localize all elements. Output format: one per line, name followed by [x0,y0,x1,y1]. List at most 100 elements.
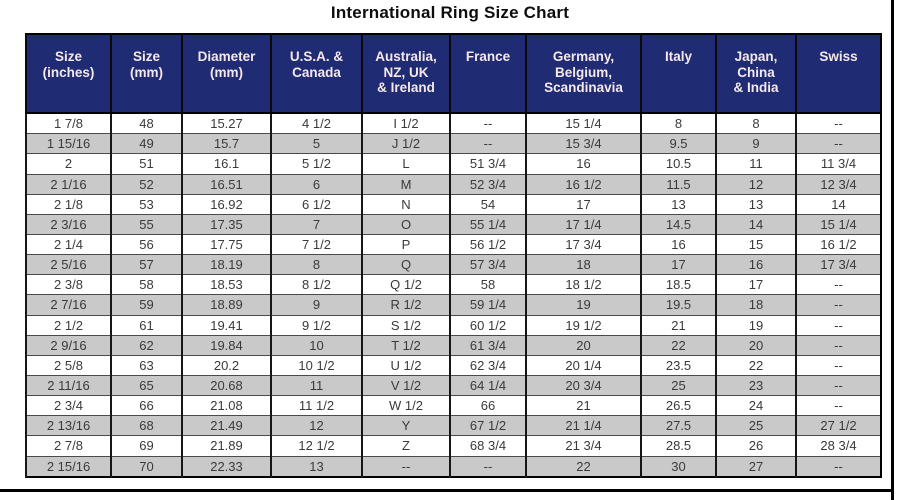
table-cell: 2 1/2 [25,314,111,336]
table-cell: 54 [449,193,526,215]
table-cell: 20 [715,334,796,356]
column-header-line: Japan, [734,49,778,64]
table-cell: 7 [270,213,362,235]
table-cell: 16 [715,254,796,275]
table-row: 2 1/2 61 19.41 9 1/2 S 1/2 60 1/2 19 1/2 21 19 -- [25,314,881,336]
table-cell: 10 [270,334,362,356]
table-cell: 28 3/4 [795,435,881,457]
table-cell: 68 3/4 [449,435,526,457]
table-cell: 20 [525,334,641,356]
column-header: Size (inches) [25,34,111,114]
table-cell: Q 1/2 [361,274,450,295]
column-header-line: U.S.A. & [289,49,344,64]
table-cell: 14 [795,193,881,215]
table-cell: 11 [270,374,362,396]
table-cell: T 1/2 [361,334,450,356]
table-cell: 18.53 [181,274,271,295]
table-cell: 2 1/4 [25,233,111,255]
column-header-line: Size [132,49,160,64]
table-cell: 64 1/4 [449,374,526,396]
table-row: 2 11/16 65 20.68 11 V 1/2 64 1/4 20 3/4 25 23 -- [25,374,881,396]
table-cell: -- [795,374,881,396]
table-cell: 2 7/8 [25,435,111,457]
table-cell: 19.5 [640,294,716,316]
table-row: 2 3/16 55 17.35 7 O 55 1/4 17 1/4 14.5 14 15 1/4 [25,213,881,235]
column-header: Japan, China & India [715,34,796,114]
table-cell: -- [449,112,526,134]
table-cell: 21.08 [181,395,271,416]
table-cell: 14 [715,213,796,235]
table-cell: 61 3/4 [449,334,526,356]
table-cell: 2 5/8 [25,354,111,376]
table-cell: 8 [715,112,796,134]
table-cell: 2 7/16 [25,294,111,316]
table-cell: R 1/2 [361,294,450,316]
table-cell: 17 3/4 [795,254,881,275]
column-header-line: Diameter [197,49,256,64]
column-header: U.S.A. & Canada [270,34,362,114]
table-cell: 13 [270,455,362,477]
table-cell: 24 [715,395,796,416]
table-cell: 66 [110,395,182,416]
table-cell: 55 [110,213,182,235]
table-cell: -- [795,314,881,336]
table-cell: 11 3/4 [795,153,881,175]
table-cell: 19 [525,294,641,316]
column-header: Germany, Belgium, Scandinavia [525,34,641,114]
table-cell: I 1/2 [361,112,450,134]
table-cell: 21 1/4 [525,415,641,436]
table-row: 2 3/4 66 21.08 11 1/2 W 1/2 66 21 26.5 24 -- [25,395,881,416]
column-header-line: Swiss [819,49,858,64]
table-cell: 8 1/2 [270,274,362,295]
table-cell: 65 [110,374,182,396]
table-cell: -- [795,455,881,477]
table-cell: -- [795,294,881,316]
column-header: Size (mm) [110,34,182,114]
table-cell: 15 [715,233,796,255]
column-header: Swiss [795,34,881,114]
table-row: 1 7/8 48 15.27 4 1/2 I 1/2 -- 15 1/4 8 8 -- [25,112,881,134]
column-header-line: Scandinavia [544,80,623,95]
table-cell: 10.5 [640,153,716,175]
table-cell: 2 3/8 [25,274,111,295]
table-cell: 2 3/16 [25,213,111,235]
table-cell: 17.75 [181,233,271,255]
table-cell: 6 [270,173,362,195]
table-cell: Q [361,254,450,275]
table-cell: 20.2 [181,354,271,376]
table-cell: 22 [640,334,716,356]
table-cell: 1 15/16 [25,133,111,154]
table-cell: 11.5 [640,173,716,195]
table-cell: 63 [110,354,182,376]
table-body: 1 7/8 48 15.27 4 1/2 I 1/2 -- 15 1/4 8 8 -- 1 15/1… [25,112,881,477]
table-cell: 2 15/16 [25,455,111,477]
table-cell: 13 [640,193,716,215]
table-cell: 9.5 [640,133,716,154]
table-cell: 17 1/4 [525,213,641,235]
table-cell: 30 [640,455,716,477]
table-row: 2 7/8 69 21.89 12 1/2 Z 68 3/4 21 3/4 28.5 26 28 … [25,435,881,457]
table-cell: 15.27 [181,112,271,134]
table-cell: 5 [270,133,362,154]
table-cell: 62 [110,334,182,356]
table-row: 2 5/16 57 18.19 8 Q 57 3/4 18 17 16 17 3/4 [25,254,881,275]
table-cell: 21 3/4 [525,435,641,457]
table-row: 2 15/16 70 22.33 13 -- -- 22 30 27 -- [25,455,881,477]
table-cell: 2 3/4 [25,395,111,416]
table-row: 2 1/8 53 16.92 6 1/2 N 54 17 13 13 14 [25,193,881,215]
table-cell: 26 [715,435,796,457]
table-cell: 19 [715,314,796,336]
table-cell: 52 3/4 [449,173,526,195]
table-cell: 66 [449,395,526,416]
table-cell: 25 [640,374,716,396]
table-cell: 56 1/2 [449,233,526,255]
table-cell: 21 [640,314,716,336]
column-header-line: Italy [664,49,692,64]
table-cell: V 1/2 [361,374,450,396]
column-header-line: France [465,49,511,64]
column-header-line: Belgium, [554,64,612,80]
table-cell: 18 [715,294,796,316]
table-cell: 26.5 [640,395,716,416]
table-cell: 2 1/16 [25,173,111,195]
table-cell: 57 [110,254,182,275]
